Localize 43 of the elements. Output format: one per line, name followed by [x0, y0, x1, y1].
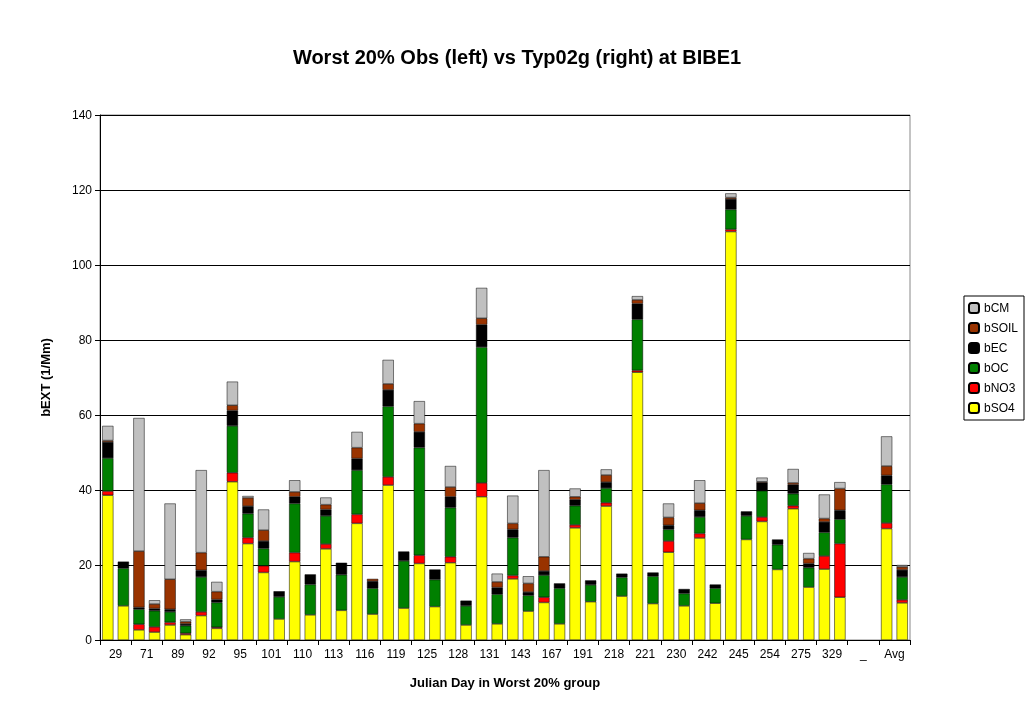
x-tick-label: 89 — [171, 647, 185, 661]
y-tick-label: 100 — [71, 258, 93, 272]
x-tick-label: 110 — [292, 647, 313, 661]
x-tick-label: 329 — [822, 647, 843, 661]
y-tick-label: 80 — [78, 333, 93, 347]
legend-label: bSO4 — [983, 401, 1015, 415]
x-tick-label: 221 — [635, 647, 656, 661]
x-tick-label: 128 — [448, 647, 469, 661]
x-tick-label: 131 — [479, 647, 500, 661]
y-tick-label: 40 — [78, 483, 93, 497]
legend-label: bOC — [983, 361, 1009, 375]
x-axis-title: Julian Day in Worst 20% group — [409, 675, 601, 690]
y-tick-label: 60 — [78, 408, 93, 422]
y-tick-label: 120 — [71, 183, 93, 197]
x-tick-label: 101 — [261, 647, 282, 661]
x-tick-label: 275 — [790, 647, 812, 661]
y-tick-label: 20 — [78, 558, 93, 572]
x-tick-label: 254 — [759, 647, 781, 661]
x-tick-label: 116 — [355, 647, 375, 661]
x-tick-label: 230 — [666, 647, 687, 661]
x-tick-label: 113 — [324, 647, 344, 661]
x-tick-label: 167 — [541, 647, 563, 661]
x-tick-label: 95 — [233, 647, 248, 661]
x-tick-label: 242 — [697, 647, 718, 661]
x-tick-label: 143 — [510, 647, 531, 661]
y-tick-label: 0 — [85, 633, 93, 647]
x-tick-label: Avg — [884, 647, 905, 661]
y-axis-title: bEXT (1/Mm) — [38, 338, 53, 417]
legend-label: bEC — [983, 341, 1008, 355]
x-tick-label: 218 — [604, 647, 625, 661]
x-tick-label: 71 — [140, 647, 154, 661]
x-tick-label: 245 — [728, 647, 749, 661]
chart-title: Worst 20% Obs (left) vs Typ02g (right) at BIBE1 — [292, 46, 742, 68]
x-tick-label: 125 — [417, 647, 438, 661]
x-tick-label: 119 — [386, 647, 406, 661]
legend-label: bNO3 — [983, 381, 1016, 395]
legend-label: bCM — [983, 301, 1010, 315]
y-tick-label: 140 — [71, 108, 93, 122]
x-tick-label: 29 — [108, 647, 123, 661]
legend-label: bSOIL — [983, 321, 1019, 335]
x-tick-label: _ — [858, 647, 867, 661]
x-tick-label: 92 — [202, 647, 217, 661]
x-tick-label: 191 — [572, 647, 594, 661]
